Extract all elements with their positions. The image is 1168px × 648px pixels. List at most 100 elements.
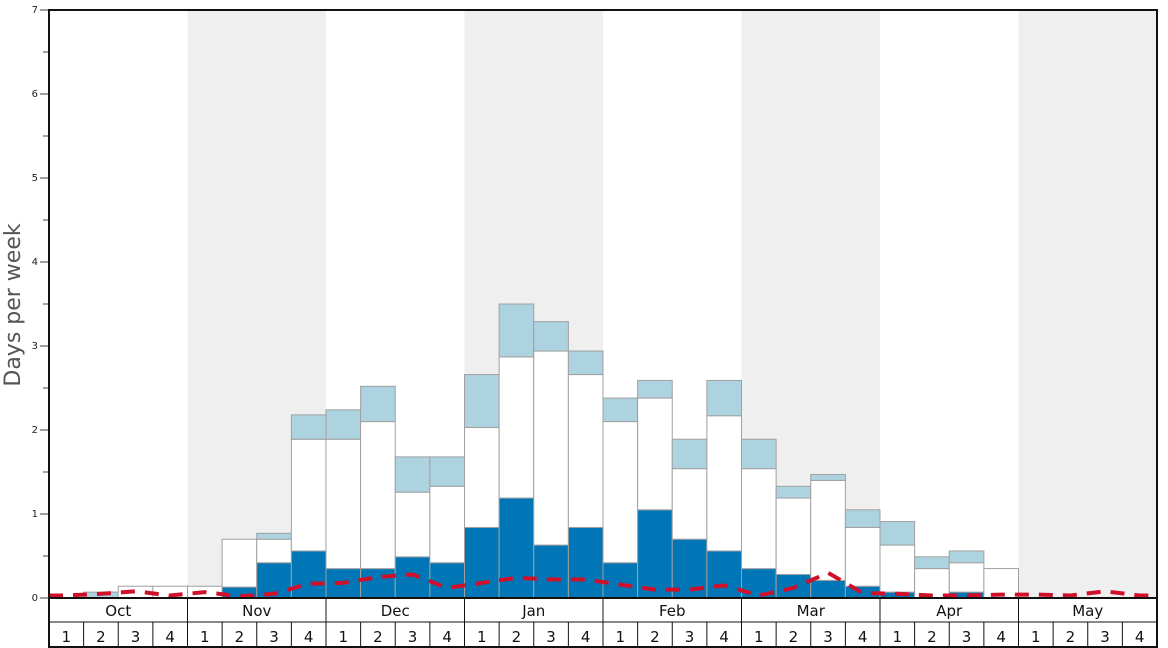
bar-week-11-seg-1 xyxy=(394,556,431,599)
bar-week-11-seg-3 xyxy=(394,456,431,493)
week-label: 2 xyxy=(650,628,660,646)
week-label: 2 xyxy=(927,628,937,646)
bar-week-14-seg-2 xyxy=(498,356,535,499)
month-label-nov: Nov xyxy=(242,602,271,620)
week-label: 1 xyxy=(754,628,764,646)
y-tick-label: 3 xyxy=(32,341,38,352)
bar-week-12-seg-2 xyxy=(429,485,465,564)
y-tick-label: 0 xyxy=(32,593,38,604)
week-label: 3 xyxy=(408,628,418,646)
month-label-dec: Dec xyxy=(381,602,410,620)
week-label: 2 xyxy=(96,628,106,646)
week-label: 1 xyxy=(1031,628,1041,646)
bar-week-23-seg-2 xyxy=(810,479,846,581)
bar-week-17-seg-1 xyxy=(602,562,639,599)
month-label-jan: Jan xyxy=(521,602,545,620)
bar-week-9-seg-2 xyxy=(325,438,362,570)
bar-week-13-seg-2 xyxy=(464,426,500,528)
month-label-feb: Feb xyxy=(659,602,686,620)
week-label: 2 xyxy=(789,628,799,646)
week-label: 3 xyxy=(823,628,833,646)
week-label: 4 xyxy=(442,628,452,646)
bar-week-17-seg-3 xyxy=(602,397,639,423)
week-label: 1 xyxy=(200,628,210,646)
y-tick-label: 4 xyxy=(32,257,38,268)
week-label: 2 xyxy=(1066,628,1076,646)
bar-week-25-seg-2 xyxy=(879,544,916,593)
bar-week-24-seg-2 xyxy=(844,526,881,587)
week-label: 4 xyxy=(304,628,314,646)
bar-week-12-seg-1 xyxy=(429,562,465,599)
bar-week-26-seg-3 xyxy=(914,556,950,570)
week-label: 3 xyxy=(546,628,556,646)
bar-week-8-seg-2 xyxy=(290,438,327,552)
bar-week-28-seg-2 xyxy=(983,568,1019,599)
week-label: 3 xyxy=(1100,628,1110,646)
week-label: 1 xyxy=(893,628,903,646)
week-label: 1 xyxy=(616,628,626,646)
week-label: 4 xyxy=(996,628,1006,646)
bar-week-9-seg-3 xyxy=(325,409,362,440)
week-label: 1 xyxy=(339,628,349,646)
bar-week-7-seg-3 xyxy=(256,532,292,540)
bar-week-10-seg-2 xyxy=(360,421,396,570)
bar-week-10-seg-1 xyxy=(360,568,396,599)
bar-week-20-seg-3 xyxy=(706,379,742,417)
bar-week-23-seg-1 xyxy=(810,579,846,599)
bar-week-13-seg-1 xyxy=(464,526,500,599)
bar-week-18-seg-2 xyxy=(637,397,673,511)
y-axis-title: Days per week xyxy=(1,223,26,386)
week-label: 4 xyxy=(858,628,868,646)
month-label-oct: Oct xyxy=(105,602,131,620)
bar-week-16-seg-3 xyxy=(567,350,604,376)
bar-week-6-seg-2 xyxy=(221,538,258,588)
bar-week-27-seg-3 xyxy=(948,550,985,564)
month-label-apr: Apr xyxy=(936,602,963,620)
week-label: 3 xyxy=(685,628,695,646)
bar-week-23-seg-3 xyxy=(810,474,846,481)
bar-week-20-seg-1 xyxy=(706,550,742,599)
bars-group xyxy=(83,303,1019,599)
bar-week-21-seg-2 xyxy=(741,468,777,570)
bar-week-14-seg-3 xyxy=(498,303,535,358)
bar-week-25-seg-3 xyxy=(879,521,916,546)
week-label: 2 xyxy=(512,628,522,646)
bar-week-8-seg-1 xyxy=(290,550,327,599)
average-dashed-line xyxy=(49,570,1157,599)
bar-week-10-seg-3 xyxy=(360,385,396,423)
bar-week-11-seg-2 xyxy=(394,491,431,558)
bar-week-22-seg-2 xyxy=(775,497,812,575)
month-band-may xyxy=(1018,10,1157,598)
bar-week-24-seg-3 xyxy=(844,509,881,528)
bar-week-18-seg-3 xyxy=(637,379,673,399)
bar-week-19-seg-3 xyxy=(671,438,708,470)
y-tick-label: 1 xyxy=(32,509,38,520)
bar-week-17-seg-2 xyxy=(602,421,639,564)
bar-week-12-seg-3 xyxy=(429,456,465,487)
month-label-may: May xyxy=(1072,602,1103,620)
week-label: 3 xyxy=(962,628,972,646)
bar-week-22-seg-3 xyxy=(775,485,812,499)
y-tick-label: 6 xyxy=(32,89,38,100)
month-label-mar: Mar xyxy=(797,602,826,620)
dashed-line-group xyxy=(49,570,1157,599)
week-label: 2 xyxy=(235,628,245,646)
y-tick-label: 7 xyxy=(32,5,38,16)
bar-week-21-seg-3 xyxy=(741,438,777,470)
bar-week-16-seg-2 xyxy=(567,374,604,528)
week-label: 3 xyxy=(131,628,141,646)
bar-week-7-seg-2 xyxy=(256,538,292,564)
week-label: 4 xyxy=(165,628,175,646)
week-label: 2 xyxy=(373,628,383,646)
bar-week-15-seg-1 xyxy=(533,544,569,599)
bar-week-20-seg-2 xyxy=(706,415,742,552)
plot-frame xyxy=(48,9,1158,599)
bar-week-13-seg-3 xyxy=(464,374,500,428)
week-label: 3 xyxy=(269,628,279,646)
bar-week-15-seg-2 xyxy=(533,350,569,546)
week-label: 1 xyxy=(62,628,72,646)
bar-week-27-seg-2 xyxy=(948,562,985,593)
y-axis: 0 1 2 3 4 5 6 7 xyxy=(32,5,49,604)
y-tick-label: 5 xyxy=(32,173,38,184)
